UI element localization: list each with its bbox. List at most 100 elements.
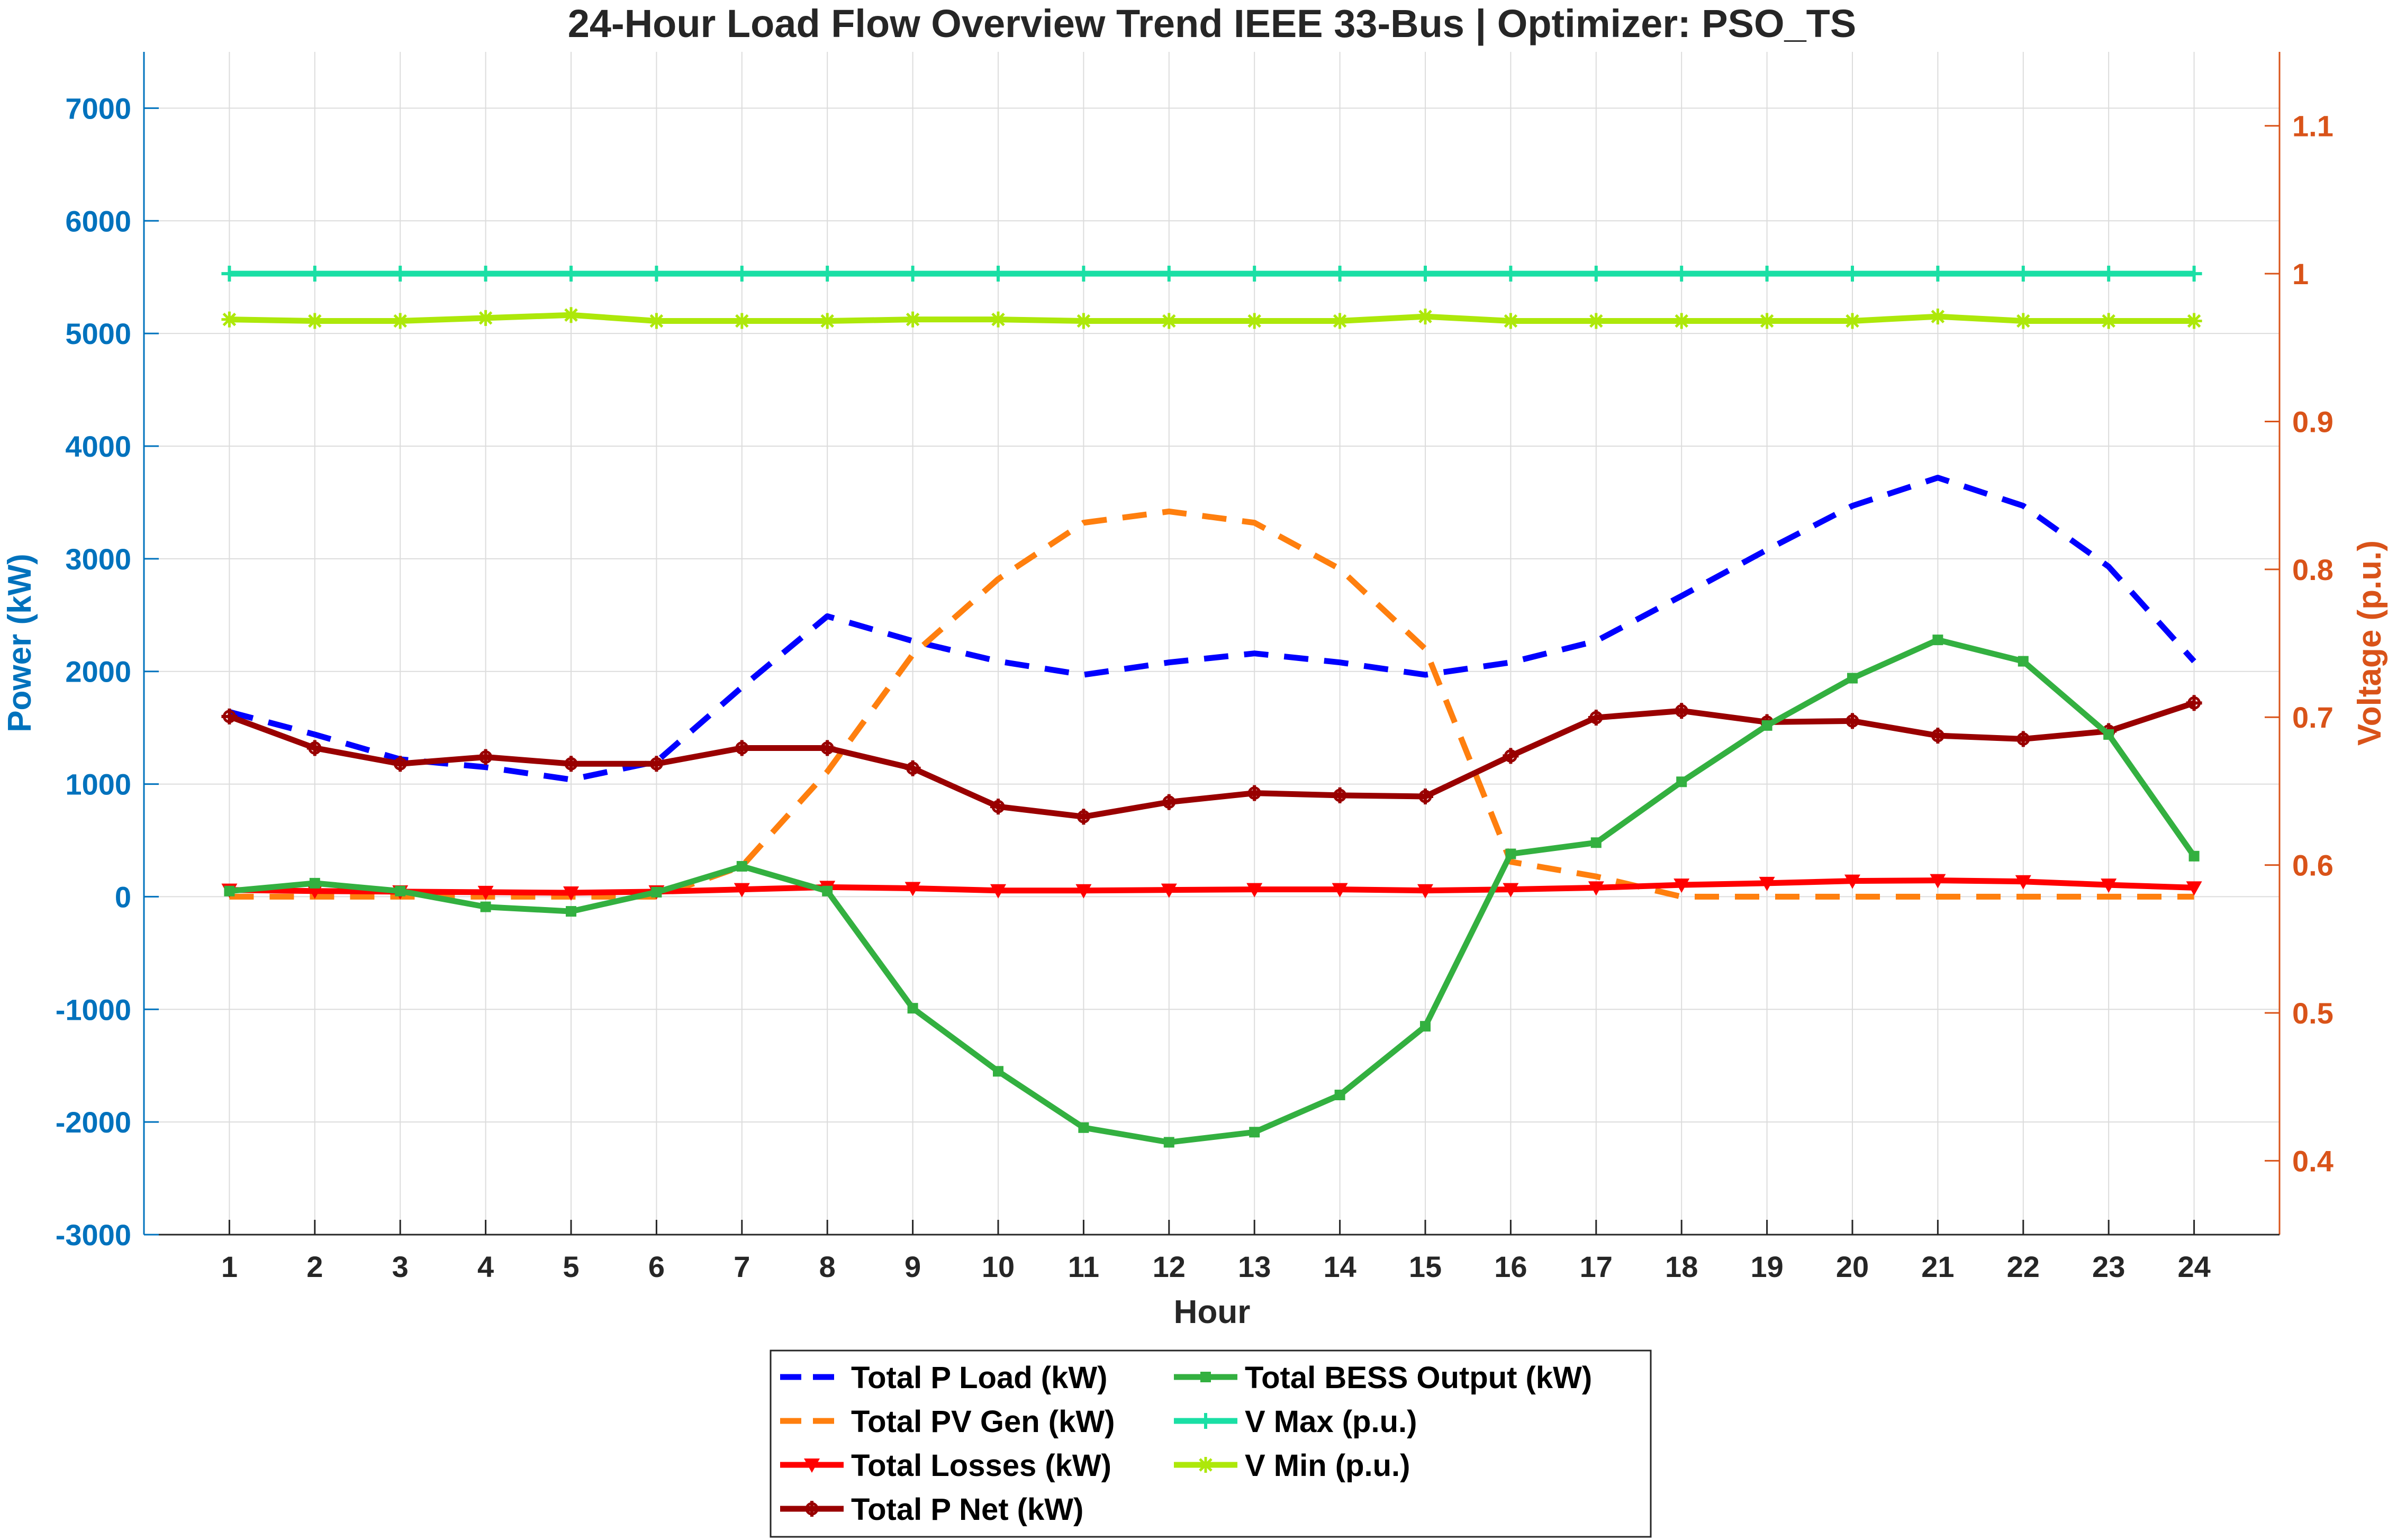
data-point [2015, 266, 2031, 282]
y-tick-label-left: 2000 [65, 655, 131, 689]
legend-label: V Max (p.u.) [1245, 1405, 1417, 1439]
y-tick-label-right: 1 [2292, 257, 2309, 291]
data-point [1590, 837, 1602, 848]
data-point [1332, 883, 1348, 898]
data-point [1332, 787, 1348, 803]
series-total-pv-gen [229, 508, 2194, 900]
series-total-bess-output [224, 635, 2200, 1148]
legend-entry-total-pv-gen: Total PV Gen (kW) [780, 1405, 1115, 1439]
data-point [1932, 635, 1943, 646]
data-point [1674, 703, 1690, 719]
data-point [392, 756, 409, 772]
x-tick-label: 23 [2092, 1250, 2125, 1283]
data-point [2015, 313, 2031, 329]
series-line-total-pv-gen [229, 508, 2194, 900]
data-point [990, 799, 1006, 815]
y-tick-label-left: 1000 [65, 768, 131, 801]
data-point [2186, 881, 2202, 896]
legend-entry-total-p-net: Total P Net (kW) [780, 1492, 1083, 1527]
data-point [1078, 1122, 1089, 1133]
y-tick-label-left: -3000 [56, 1218, 131, 1252]
data-point [734, 266, 750, 282]
x-tick-label: 2 [306, 1250, 323, 1283]
x-tick-label: 3 [392, 1250, 409, 1283]
data-point [1844, 266, 1860, 282]
data-point [1674, 313, 1690, 329]
data-point [1249, 1127, 1260, 1138]
x-tick-label: 24 [2177, 1250, 2210, 1283]
y-tick-label-right: 0.9 [2292, 405, 2333, 438]
legend-label: Total P Net (kW) [851, 1492, 1083, 1527]
x-tick-label: 13 [1238, 1250, 1271, 1283]
data-point [566, 906, 576, 917]
data-point [1420, 1021, 1431, 1032]
x-tick-label: 17 [1580, 1250, 1613, 1283]
data-point [1844, 313, 1860, 329]
x-tick-label: 16 [1494, 1250, 1527, 1283]
x-axis-label: Hour [1174, 1294, 1251, 1330]
data-point [563, 307, 579, 323]
series-line-total-p-net [228, 700, 2195, 820]
legend-label: Total PV Gen (kW) [851, 1405, 1115, 1439]
data-point [1588, 266, 1604, 282]
data-point [1332, 266, 1348, 282]
data-point [2101, 266, 2117, 282]
series-v-max [221, 266, 2202, 282]
legend-marker [1198, 1457, 1214, 1473]
y-tick-label-right: 1.1 [2292, 110, 2333, 143]
data-point [819, 740, 836, 756]
data-point [1930, 874, 1946, 889]
legend-entry-total-p-load: Total P Load (kW) [780, 1361, 1107, 1395]
series-line-total-losses [229, 877, 2194, 896]
y-tick-label-right: 0.8 [2292, 553, 2333, 586]
series-total-p-load [228, 475, 2196, 783]
x-tick-label: 8 [819, 1250, 836, 1283]
data-point [736, 860, 747, 872]
legend: Total P Load (kW) Total PV Gen (kW) Total … [770, 1349, 1652, 1538]
y-tick-label-right: 0.7 [2292, 701, 2333, 734]
x-tick-label: 19 [1750, 1250, 1783, 1283]
data-point [1503, 883, 1519, 898]
y-axis-label-right: Voltage (p.u.) [2351, 540, 2388, 746]
data-point [651, 886, 662, 898]
data-point [1761, 720, 1772, 731]
legend-label: Total P Load (kW) [851, 1361, 1107, 1395]
x-tick-label: 14 [1323, 1250, 1356, 1283]
data-point [904, 882, 921, 896]
data-point [822, 885, 833, 896]
data-point [990, 311, 1006, 328]
series-total-p-net [221, 695, 2202, 825]
data-point [392, 266, 409, 282]
data-point [1161, 794, 1177, 810]
legend-label: Total BESS Output (kW) [1245, 1361, 1592, 1395]
data-point [1844, 874, 1860, 889]
data-point [1246, 266, 1263, 282]
x-tick-label: 20 [1836, 1250, 1869, 1283]
legend-marker [804, 1501, 820, 1517]
legend-marker [804, 1459, 820, 1473]
y-tick-label-left: 6000 [65, 204, 131, 238]
data-point [1930, 309, 1946, 325]
x-tick-label: 5 [563, 1250, 579, 1283]
data-point [1417, 788, 1433, 804]
series-line-total-p-load [228, 475, 2196, 783]
axes: 1 2 3 4 5 6 7 8 9 10 11 12 13 14 15 16 17 18 19 20 21 22 23 24-… [56, 52, 2333, 1283]
data-point [477, 266, 494, 282]
data-point [734, 883, 750, 898]
data-point [904, 760, 921, 776]
series-line-v-min [229, 312, 2194, 324]
data-point [1588, 709, 1604, 726]
data-point [395, 885, 406, 896]
data-point [990, 266, 1006, 282]
data-point [2015, 875, 2031, 890]
y-tick-label-left: -1000 [56, 993, 131, 1026]
data-point [1674, 266, 1690, 282]
y-tick-label-left: 7000 [65, 92, 131, 125]
data-point [1246, 785, 1263, 801]
x-tick-label: 6 [648, 1250, 665, 1283]
data-point [1246, 883, 1263, 898]
legend-entry-total-losses: Total Losses (kW) [780, 1448, 1111, 1483]
data-point [2186, 695, 2202, 711]
legend-entry-v-min: V Min (p.u.) [1174, 1448, 1410, 1483]
x-tick-label: 11 [1068, 1250, 1099, 1283]
